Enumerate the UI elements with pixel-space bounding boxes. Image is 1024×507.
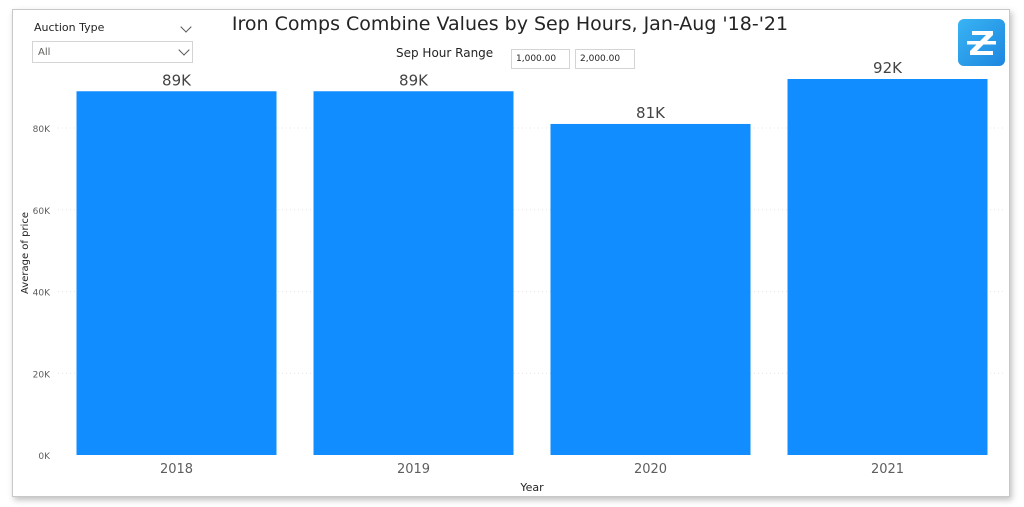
x-tick-label: 2021: [871, 462, 904, 477]
auction-type-slicer-title: Auction Type: [34, 21, 105, 34]
sep-hour-range-max-input[interactable]: [575, 49, 635, 69]
y-tick-label: 20K: [33, 370, 51, 380]
bar-data-label: 89K: [399, 71, 429, 89]
y-tick-label: 0K: [38, 452, 51, 462]
y-tick-label: 40K: [33, 289, 51, 299]
bar[interactable]: [313, 91, 514, 456]
bar[interactable]: [550, 123, 751, 456]
y-tick-label: 60K: [33, 207, 51, 217]
sep-hour-range-min-input[interactable]: [511, 49, 570, 69]
x-tick-label: 2020: [634, 462, 667, 477]
bar-data-label: 81K: [636, 104, 666, 122]
chart-title: Iron Comps Combine Values by Sep Hours, …: [231, 13, 789, 35]
auction-type-dropdown[interactable]: All: [32, 41, 193, 63]
bar-data-label: 92K: [873, 59, 903, 77]
x-tick-label: 2018: [160, 462, 193, 477]
sep-hour-range-label: Sep Hour Range: [396, 46, 494, 60]
bar[interactable]: [787, 79, 988, 455]
y-axis-label: Average of price: [20, 212, 31, 294]
z-logo-icon: [958, 19, 1005, 66]
x-axis-label: Year: [519, 481, 544, 494]
x-tick-label: 2019: [397, 462, 430, 477]
bar-data-label: 89K: [162, 71, 192, 89]
bar[interactable]: [76, 91, 277, 456]
y-tick-label: 80K: [33, 125, 51, 135]
auction-type-selected-value: All: [38, 47, 51, 58]
